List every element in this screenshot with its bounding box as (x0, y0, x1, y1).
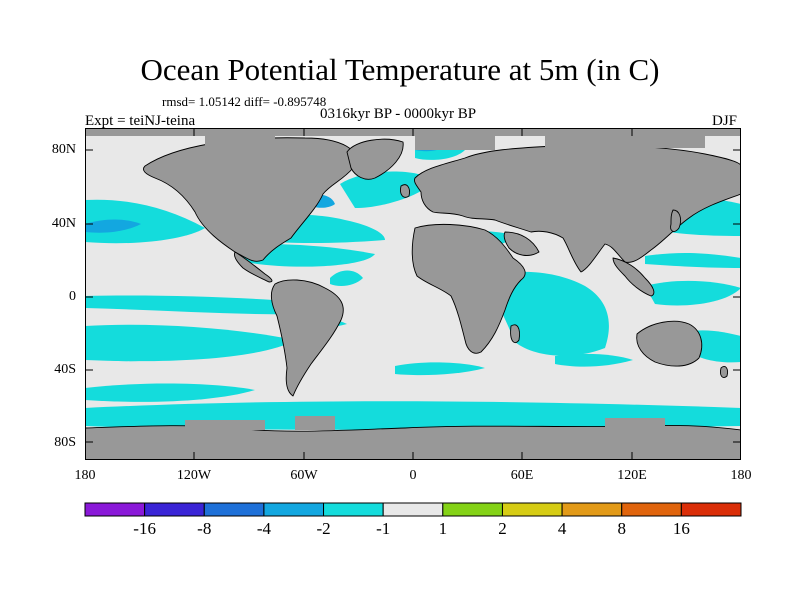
colorbar-label: -16 (133, 519, 156, 538)
lon-label-120w: 120W (176, 468, 212, 483)
colorbar-label: -4 (256, 519, 271, 538)
australia (636, 320, 703, 367)
greenland (346, 138, 404, 180)
colorbar-swatch (382, 502, 444, 517)
lat-label-40n: 40N (51, 216, 76, 231)
colorbar-label: 2 (498, 519, 507, 538)
colorbar (84, 502, 742, 517)
season-label: DJF (712, 113, 738, 129)
north-america (143, 137, 357, 262)
south-america (270, 279, 344, 397)
colorbar-label: 1 (438, 519, 448, 538)
experiment-label: Expt = teiNJ-teina (85, 113, 196, 129)
new-zealand (720, 365, 728, 379)
lon-label-180w: 180 (74, 468, 96, 483)
land-masses (85, 137, 741, 460)
colorbar-swatch (203, 502, 265, 517)
colorbar-swatch (621, 502, 682, 517)
british-isles (400, 184, 410, 198)
colorbar-label: -1 (376, 519, 391, 538)
colorbar-swatch (144, 502, 205, 517)
colorbar-swatch (442, 502, 503, 517)
colorbar-swatch (680, 502, 742, 517)
period-label: 0316kyr BP - 0000kyr BP (320, 106, 477, 122)
colorbar-label: 8 (617, 519, 626, 538)
lon-label-120e: 120E (617, 468, 647, 483)
colorbar-label: 16 (672, 519, 690, 538)
colorbar-swatch (561, 502, 623, 517)
colorbar-label: -8 (197, 519, 212, 538)
lat-label-0: 0 (69, 289, 76, 304)
lon-label-60w: 60W (290, 468, 318, 483)
plot-title: Ocean Potential Temperature at 5m (in C) (140, 52, 660, 87)
colorbar-swatch (323, 502, 384, 517)
arabia (503, 231, 540, 256)
colorbar-swatch (263, 502, 325, 517)
africa (411, 223, 526, 354)
lat-label-80s: 80S (54, 435, 76, 450)
colorbar-swatch (84, 502, 146, 517)
lon-label-180e: 180 (730, 468, 752, 483)
lon-ticks (85, 128, 633, 460)
central-america (234, 251, 273, 283)
japan (670, 209, 682, 232)
stats-text: rmsd= 1.05142 diff= -0.895748 (162, 94, 327, 109)
lat-label-80n: 80N (51, 142, 76, 157)
lon-label-60e: 60E (510, 468, 534, 483)
colorbar-label: 4 (557, 519, 567, 538)
colorbar-swatch (501, 502, 563, 517)
lat-label-40s: 40S (54, 362, 76, 377)
anomaly-map (85, 128, 741, 460)
colorbar-label: -2 (316, 519, 331, 538)
lon-label-0: 0 (409, 468, 417, 483)
madagascar (510, 324, 520, 344)
lat-ticks (85, 149, 741, 443)
southeast-asia (612, 257, 655, 297)
